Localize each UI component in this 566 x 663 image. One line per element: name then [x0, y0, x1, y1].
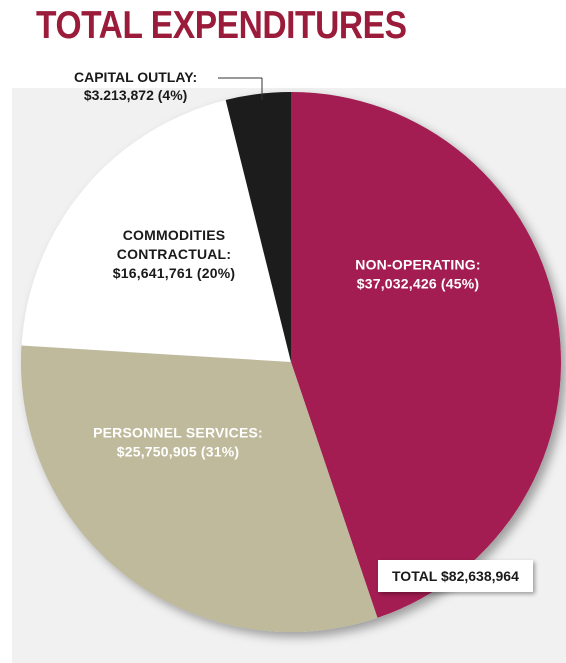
capital-outlay-label-line-2: $3.213,872 (4%): [83, 87, 188, 103]
pie-slice-capital-outlay: [225, 92, 291, 362]
non-operating-label-line-2: $37,032,426 (45%): [357, 276, 480, 292]
total-label: TOTAL $82,638,964: [378, 560, 533, 592]
personnel-services-label-line-2: $25,750,905 (31%): [117, 444, 240, 460]
page-title: TOTAL EXPENDITURES: [36, 4, 407, 47]
commodities-contractual-label-line-3: $16,641,761 (20%): [113, 265, 236, 281]
non-operating-label-line-1: NON-OPERATING:: [355, 257, 480, 273]
pie-slice-personnel-services: [20, 345, 378, 632]
capital-outlay-label: CAPITAL OUTLAY: $3.213,872 (4%): [74, 68, 197, 104]
commodities-contractual-label-line-1: COMMODITIES: [123, 227, 226, 243]
personnel-services-label-line-1: PERSONNEL SERVICES:: [93, 425, 263, 441]
commodities-contractual-label-line-2: CONTRACTUAL:: [117, 246, 231, 262]
pie-slice-non-operating: [291, 92, 561, 618]
pie-slices: [20, 92, 561, 632]
capital-outlay-label-line-1: CAPITAL OUTLAY:: [74, 69, 198, 85]
pie-slice-labels: NON-OPERATING: $37,032,426 (45%) PERSONNEL…: [93, 227, 480, 460]
pie-slice-commodities-contractual: [21, 100, 291, 363]
